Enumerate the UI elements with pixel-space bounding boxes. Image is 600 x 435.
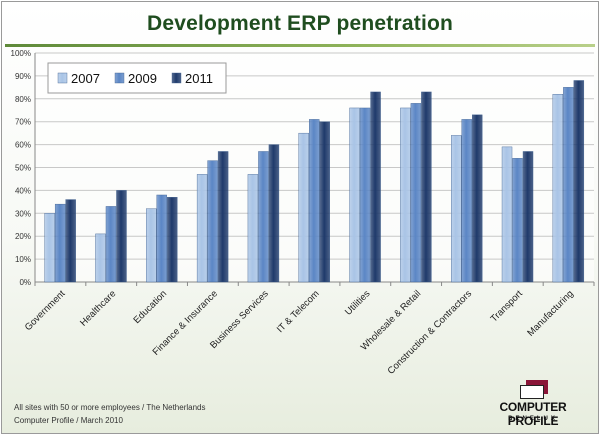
- bar-it-and-telecom-2009: [309, 119, 320, 283]
- legend-swatch-2011: [171, 72, 182, 84]
- bar-education-2011: [167, 197, 178, 283]
- bar-utilities-2007: [349, 107, 360, 283]
- y-tick-label: 90%: [15, 72, 31, 81]
- bar-manufacturing-2007: [552, 94, 564, 283]
- legend-label-2007: 2007: [71, 71, 100, 86]
- bar-construction-and-contractors-2009: [461, 119, 472, 283]
- x-tick-label-transport: Transport: [489, 288, 526, 325]
- bar-government-2009: [54, 203, 66, 283]
- company-logo: COMPUTER PROFILE BENELUX: [478, 376, 588, 428]
- legend-swatch-2007: [57, 72, 68, 84]
- bar-manufacturing-2009: [563, 87, 574, 283]
- legend: [47, 62, 227, 94]
- x-tick-label-construction-and-contractors: Construction & Contractors: [386, 288, 475, 377]
- bar-government-2007: [44, 213, 55, 283]
- legend-label-2009: 2009: [128, 71, 157, 86]
- y-tick-label: 10%: [15, 255, 31, 264]
- bar-construction-and-contractors-2011: [472, 114, 483, 283]
- y-tick-label: 50%: [15, 164, 31, 173]
- bar-education-2009: [156, 194, 167, 283]
- bar-business-services-2009: [258, 151, 269, 283]
- footnote-line-1: All sites with 50 or more employees / Th…: [14, 403, 206, 412]
- bar-manufacturing-2011: [573, 80, 585, 283]
- footnote-line-2: Computer Profile / March 2010: [14, 416, 123, 425]
- y-tick-label: 100%: [11, 49, 31, 58]
- footnote: All sites with 50 or more employees / Th…: [14, 401, 206, 427]
- y-tick-label: 0%: [19, 278, 31, 287]
- bar-transport-2009: [512, 158, 523, 283]
- y-tick-label: 20%: [15, 232, 31, 241]
- bar-utilities-2009: [359, 107, 371, 283]
- bar-transport-2007: [501, 146, 513, 283]
- title-underline: [5, 44, 595, 47]
- y-tick-label: 40%: [15, 186, 31, 195]
- bar-healthcare-2011: [116, 190, 127, 283]
- bar-wholesale-and-retail-2009: [410, 103, 422, 283]
- legend-swatch-2009: [114, 72, 125, 84]
- chart-title: Development ERP penetration: [146, 12, 454, 35]
- bar-finance-and-insurance-2009: [207, 160, 218, 283]
- bar-healthcare-2007: [95, 233, 106, 283]
- logo-name: COMPUTER PROFILE: [499, 400, 567, 428]
- x-tick-label-utilities: Utilities: [343, 288, 373, 318]
- y-tick-label: 60%: [15, 141, 31, 150]
- x-tick-label-government: Government: [23, 288, 68, 333]
- bar-transport-2011: [522, 151, 534, 283]
- y-tick-label: 80%: [15, 95, 31, 104]
- bar-finance-and-insurance-2007: [196, 174, 208, 283]
- logo-mark-icon: [520, 380, 550, 399]
- y-tick-label: 70%: [15, 118, 31, 127]
- y-tick-label: 30%: [15, 209, 31, 218]
- bar-construction-and-contractors-2007: [451, 135, 462, 283]
- legend-label-2011: 2011: [185, 71, 213, 86]
- bar-it-and-telecom-2007: [298, 132, 309, 283]
- bar-finance-and-insurance-2011: [217, 151, 229, 283]
- bar-government-2011: [65, 199, 76, 283]
- x-tick-label-manufacturing: Manufacturing: [525, 288, 575, 338]
- bar-it-and-telecom-2011: [319, 121, 330, 283]
- x-tick-label-it-and-telecom: IT & Telecom: [275, 288, 322, 335]
- bar-wholesale-and-retail-2011: [421, 91, 432, 283]
- bar-utilities-2011: [370, 91, 381, 283]
- bar-wholesale-and-retail-2007: [400, 107, 411, 283]
- x-tick-label-education: Education: [132, 288, 170, 326]
- bar-business-services-2011: [268, 144, 280, 283]
- logo-subtitle: BENELUX: [508, 416, 558, 422]
- bar-business-services-2007: [247, 174, 259, 283]
- x-tick-label-healthcare: Healthcare: [78, 288, 118, 328]
- bar-education-2007: [146, 208, 157, 283]
- bar-healthcare-2009: [105, 206, 117, 283]
